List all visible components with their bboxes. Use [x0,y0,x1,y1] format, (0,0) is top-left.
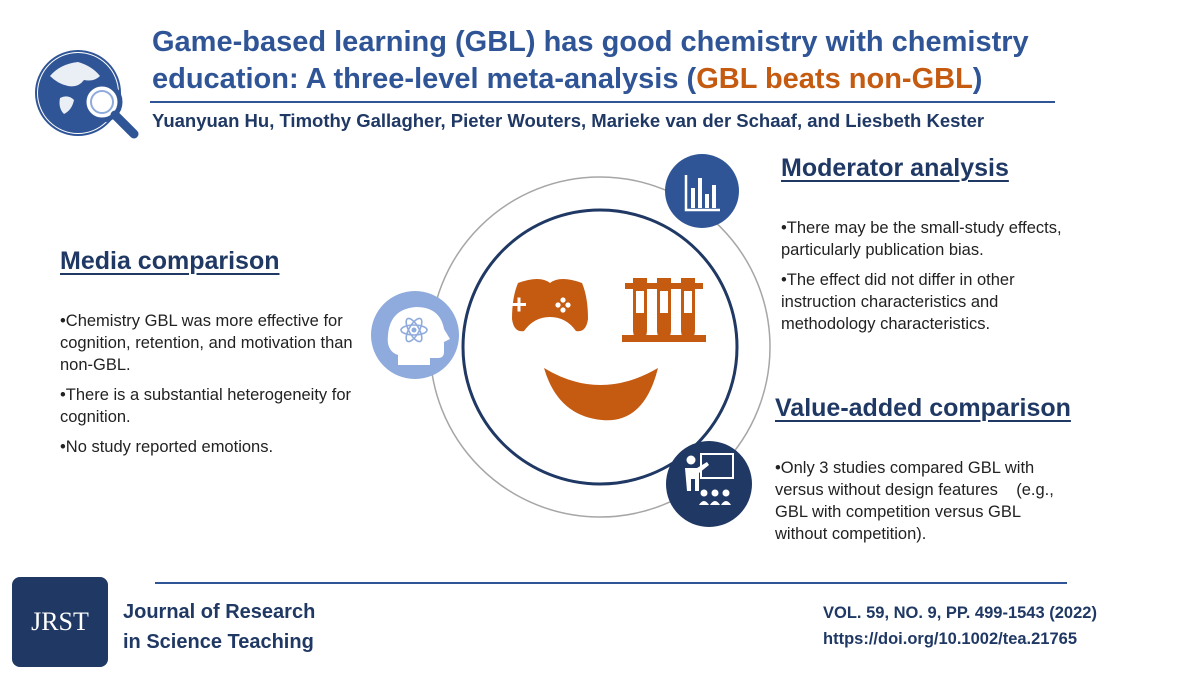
smile-icon [544,368,658,421]
list-item: •No study reported emotions. [60,438,274,456]
globe-search-icon [35,50,139,139]
value-added-comparison-heading: Value-added comparison [775,394,1071,422]
journal-name: Journal of Research in Science Teaching [123,601,316,653]
citation: VOL. 59, NO. 9, PP. 499-1543 (2022) http… [823,600,1097,652]
volume-info: VOL. 59, NO. 9, PP. 499-1543 (2022) [823,604,1097,622]
list-item: •Only 3 studies compared GBL with versus… [775,459,1059,543]
journal-logo: JRST [12,577,108,667]
bar-chart-icon [665,154,739,228]
teacher-classroom-icon [666,441,752,527]
title-accent: GBL beats non-GBL [696,63,973,95]
central-diagram [371,154,771,527]
title-line-2: education: A three-level meta-analysis (… [152,63,983,95]
title-divider [150,101,1055,103]
test-tubes-icon [622,278,706,342]
list-item: •There may be the small-study effects, p… [781,219,1062,259]
page-title: Game-based learning (GBL) has good chemi… [152,24,1112,98]
doi-link[interactable]: https://doi.org/10.1002/tea.21765 [823,630,1078,648]
media-comparison-list: •Chemistry GBL was more effective for co… [60,310,360,466]
gamepad-icon [512,279,588,332]
footer-divider [155,582,1067,584]
moderator-analysis-list: •There may be the small-study effects, p… [781,217,1081,343]
list-item: •There is a substantial heterogeneity fo… [60,386,352,426]
head-atom-icon [371,291,459,379]
value-added-comparison-list: •Only 3 studies compared GBL with versus… [775,457,1075,553]
authors: Yuanyuan Hu, Timothy Gallagher, Pieter W… [152,110,985,131]
moderator-analysis-heading: Moderator analysis [781,154,1009,182]
media-comparison-heading: Media comparison [60,247,280,275]
list-item: •Chemistry GBL was more effective for co… [60,312,353,374]
list-item: •The effect did not differ in other inst… [781,271,1015,333]
title-line-1: Game-based learning (GBL) has good chemi… [152,26,1029,58]
